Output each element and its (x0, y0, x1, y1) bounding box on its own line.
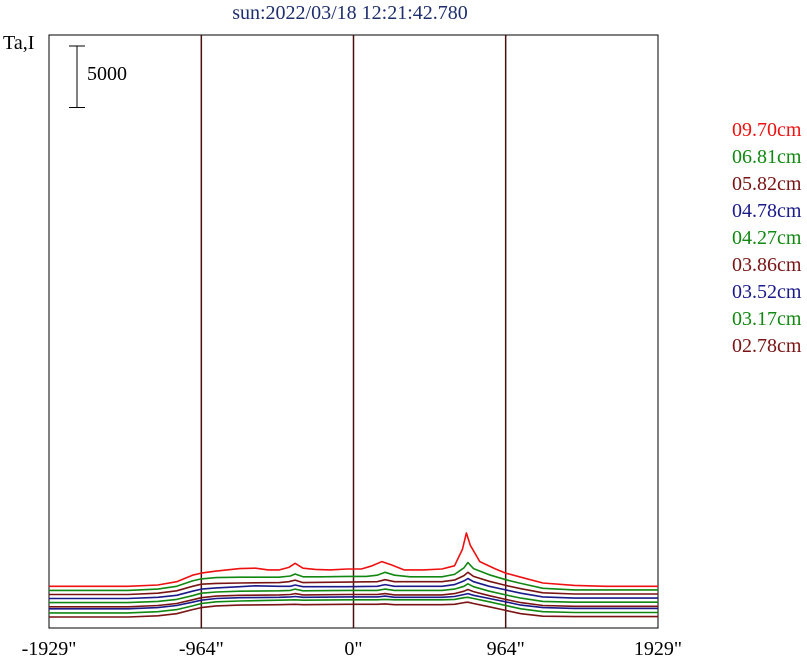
series-line-0 (49, 532, 658, 588)
series-line-3 (49, 577, 658, 600)
series-line-1 (49, 561, 658, 592)
legend-entry-7: 03.17cm (732, 308, 802, 330)
x-tick-labels: -1929" -964" 0" 964" 1929" (22, 638, 683, 660)
legend-entry-1: 06.81cm (732, 146, 802, 168)
legend-entry-6: 03.52cm (732, 281, 802, 303)
vertical-lines (200, 35, 507, 628)
x-tick-label-3: 964" (487, 638, 525, 660)
series-line-2 (49, 571, 658, 596)
legend-entry-8: 02.78cm (732, 335, 802, 357)
series-line-7 (49, 596, 658, 614)
legend-entry-3: 04.78cm (732, 200, 802, 222)
legend: 09.70cm 06.81cm 05.82cm 04.78cm 04.27cm 03.86… (732, 119, 802, 357)
x-tick-label-2: 0" (344, 638, 362, 660)
y-axis-label: Ta,I (3, 32, 35, 54)
legend-entry-4: 04.27cm (732, 227, 802, 249)
legend-entry-0: 09.70cm (732, 119, 802, 141)
series-line-6 (49, 592, 658, 610)
chart-title: sun:2022/03/18 12:21:42.780 (232, 2, 468, 24)
series-line-4 (49, 583, 658, 604)
series-lines (49, 532, 658, 618)
series-line-5 (49, 588, 658, 608)
x-tick-label-1: -964" (179, 638, 224, 660)
scale-bar-label: 5000 (87, 63, 127, 85)
scale-bar: 5000 (69, 45, 127, 108)
x-tick-label-4: 1929" (634, 638, 682, 660)
x-tick-label-0: -1929" (22, 638, 77, 660)
legend-entry-2: 05.82cm (732, 173, 802, 195)
series-line-8 (49, 601, 658, 618)
legend-entry-5: 03.86cm (732, 254, 802, 276)
